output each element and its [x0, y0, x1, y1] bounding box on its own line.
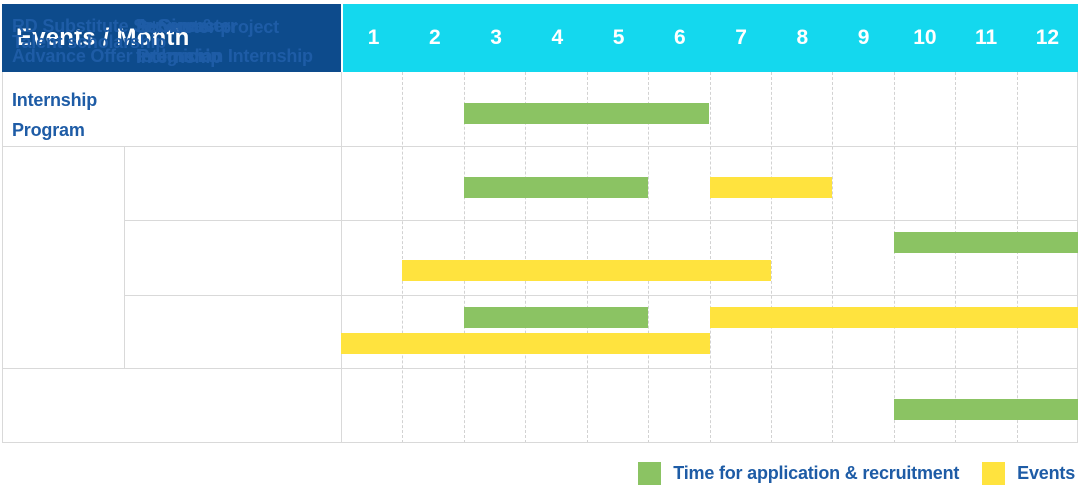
month-label: 10 [913, 26, 937, 49]
group-label-internship-program: Internship Program [2, 4, 124, 226]
table-border-line [124, 295, 1078, 296]
gantt-bar-application [893, 232, 1078, 253]
table-border-line [341, 72, 342, 443]
gantt-bar-application [463, 103, 710, 124]
gantt-bar-event [709, 177, 833, 198]
month-header-row: 1 2 3 4 5 6 7 8 9 10 11 12 [341, 4, 1078, 72]
table-border-line [2, 368, 1078, 369]
month-grid-line [402, 72, 404, 443]
gantt-bar-application [463, 177, 649, 198]
gantt-bar-application [893, 399, 1078, 420]
legend-item-application: Time for application & recruitment [638, 462, 959, 485]
legend-label-application: Time for application & recruitment [673, 463, 960, 483]
table-header-title-cell: Events / Month [2, 4, 341, 72]
month-grid-line [770, 72, 772, 443]
legend-swatch-application [638, 462, 662, 485]
gantt-bar-event [341, 333, 710, 354]
month-label: 7 [735, 26, 747, 49]
month-grid-line [893, 72, 895, 443]
row-label-a-plus-summer: A+Summer Internship [124, 4, 341, 78]
month-grid-line [525, 72, 527, 443]
table-border-line [2, 442, 1078, 443]
row-label-line: Internship [136, 46, 222, 67]
row-label-in-semester-technician: In-Semester technician Internship [124, 4, 341, 77]
gantt-bar-event [709, 307, 1078, 328]
month-grid-line [586, 72, 588, 443]
legend-label-events: Events [1017, 463, 1075, 483]
gantt-bar-event [402, 260, 771, 281]
month-label: 11 [975, 26, 998, 49]
month-label: 8 [796, 26, 809, 49]
month-label: 9 [857, 26, 870, 49]
row-label-line: Semester project [136, 16, 279, 37]
row-label-line: Advance Offer Program [12, 46, 210, 66]
group-label-line: Program [12, 120, 85, 140]
table-border-line [1077, 72, 1078, 443]
row-label-line: technician Internship [136, 45, 313, 66]
row-label-semester-project: Semester project Internship [124, 4, 341, 79]
gantt-table: Events / Month 1 2 3 4 5 6 7 8 9 10 11 12 RD Substi… [2, 4, 1078, 443]
month-label: 4 [551, 26, 564, 49]
month-grid-line [709, 72, 711, 443]
month-label: 6 [674, 26, 686, 49]
gantt-bar-application [463, 307, 649, 328]
row-label-line: Talent scholarship [12, 31, 167, 52]
month-grid-line [832, 72, 834, 443]
month-grid-line [1016, 72, 1018, 443]
row-label-rd-substitute: RD Substitute Service & Advance Offer Pr… [2, 4, 341, 78]
row-label-line: Internship [136, 46, 222, 66]
row-label-line: RD Substitute Service & [12, 16, 214, 36]
month-grid-line [955, 72, 957, 443]
month-label: 12 [1035, 26, 1060, 49]
month-label: 3 [490, 26, 502, 49]
table-header-title: Events / Month [16, 24, 190, 51]
table-border-line [124, 220, 1078, 221]
month-label: 1 [367, 26, 380, 49]
month-label: 2 [429, 26, 441, 49]
legend-swatch-events [982, 462, 1006, 485]
row-label-line: A+Summer [136, 16, 230, 36]
month-grid-line [648, 72, 650, 443]
month-label: 5 [612, 26, 625, 49]
row-label-line: In-Semester [136, 15, 237, 36]
month-grid-line [463, 72, 465, 443]
legend-item-events: Events [982, 462, 1075, 485]
legend: Time for application & recruitment Event… [638, 462, 1075, 485]
table-border-line [2, 72, 3, 443]
table-border-line [124, 146, 125, 368]
row-label-talent-scholarship: Talent scholarship [2, 4, 341, 79]
group-label-line: Internship [12, 90, 98, 110]
table-border-line [2, 146, 1078, 147]
